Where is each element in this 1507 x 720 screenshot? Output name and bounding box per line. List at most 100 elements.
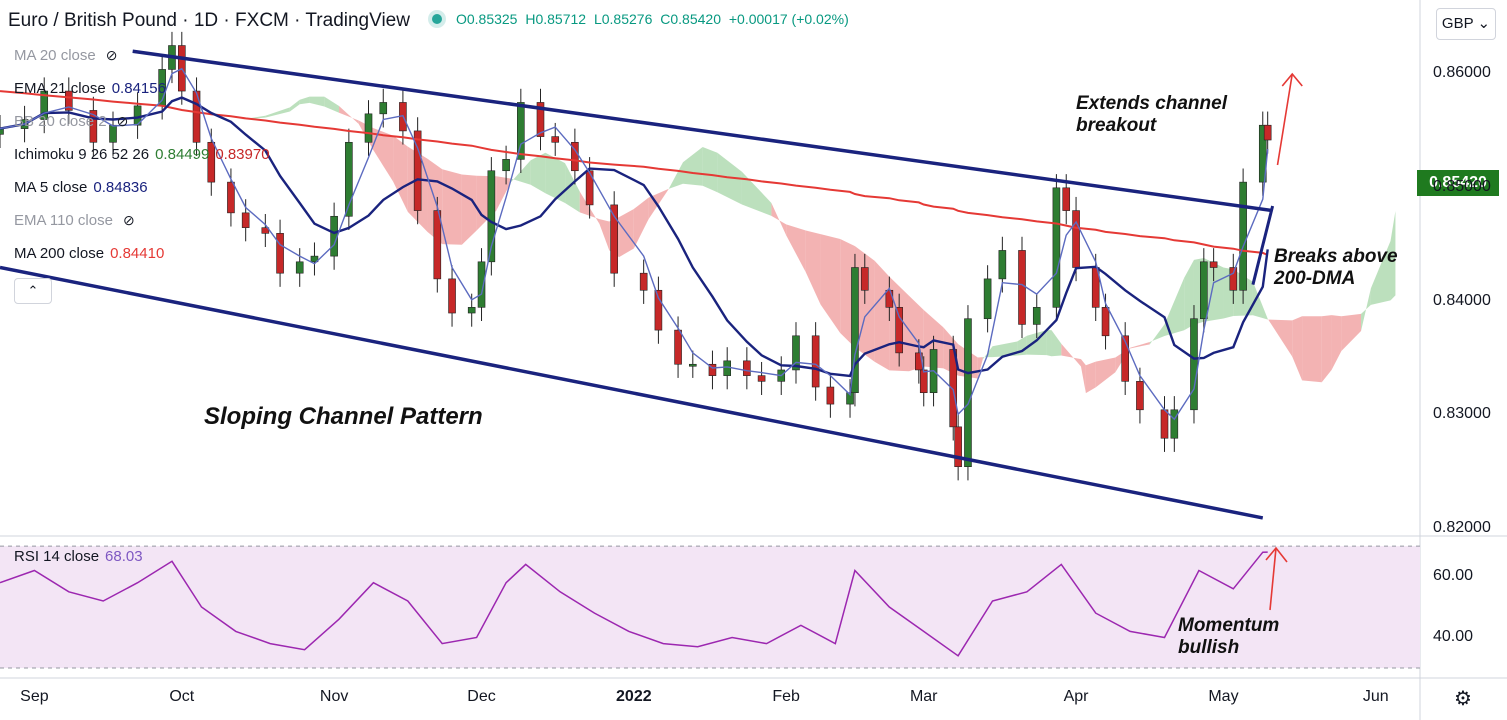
annotation-line: bullish	[1178, 637, 1240, 658]
price-tick-label: 0.82000	[1433, 519, 1491, 537]
candle-body	[826, 386, 835, 405]
candle-body	[1200, 261, 1208, 320]
candle-body	[639, 272, 648, 291]
cloud-segment	[339, 106, 359, 124]
candle-body	[1062, 187, 1071, 211]
time-tick-label: Sep	[20, 688, 49, 705]
candle-body	[1229, 267, 1238, 291]
eye-hidden-icon[interactable]: ⊘	[116, 113, 129, 129]
candle-body	[954, 426, 962, 468]
candle-body	[64, 90, 73, 111]
candle-body	[757, 375, 766, 382]
candle-body	[517, 102, 525, 160]
indicator-ma20[interactable]: MA 20 close ⊘	[14, 47, 117, 64]
channel-upper-line	[132, 49, 1273, 213]
eye-hidden-icon[interactable]: ⊘	[105, 47, 118, 63]
rsi-line	[0, 551, 1268, 657]
momentum-arrow	[1269, 547, 1277, 611]
candle-body	[860, 267, 869, 291]
candle-body	[654, 289, 663, 331]
annotation-dma: Breaks above 200-DMA	[1274, 246, 1398, 290]
indicator-ma200[interactable]: MA 200 close 0.84410	[14, 245, 164, 262]
annotation-line: Momentum	[1178, 615, 1280, 636]
candle-body	[610, 204, 618, 274]
cloud-segment	[977, 357, 983, 379]
cloud-segment	[854, 246, 875, 362]
candles	[0, 31, 1272, 481]
candle-body	[433, 210, 442, 280]
cloud-segment	[579, 191, 600, 224]
collapse-legend-button[interactable]: ⌃	[14, 278, 52, 304]
candle-body	[1263, 124, 1272, 141]
indicator-label: Ichimoku 9 26 52 26	[14, 146, 150, 163]
rsi-pane	[0, 545, 1420, 669]
channel-lower-line	[0, 265, 1264, 520]
close-value: C0.85420	[660, 11, 721, 27]
cloud-segment	[545, 152, 566, 204]
indicator-ema110[interactable]: EMA 110 close ⊘	[14, 212, 135, 229]
gear-icon[interactable]: ⚙	[1454, 688, 1472, 710]
cloud-segment	[289, 99, 300, 112]
indicator-label: MA 200 close	[14, 245, 105, 262]
cloud-segment	[1370, 240, 1391, 305]
candle-body	[379, 102, 388, 115]
cloud-segment	[633, 197, 649, 249]
indicator-bb20[interactable]: BB 20 close 2 ⊘	[14, 113, 128, 130]
cloud-segment	[874, 260, 890, 371]
cloud-segment	[1331, 315, 1342, 370]
price-tick-label: 0.83000	[1433, 405, 1491, 423]
time-tick-label: May	[1208, 688, 1239, 705]
currency-label: GBP	[1441, 15, 1474, 32]
candle-body	[536, 102, 545, 137]
annotation-line: 200-DMA	[1274, 268, 1356, 289]
indicator-value: 0.84836	[93, 179, 148, 196]
indicator-ema21[interactable]: EMA 21 close 0.84156	[14, 80, 166, 97]
candle-body	[811, 335, 820, 388]
cloud-segment	[805, 230, 821, 305]
indicator-label: EMA 110 close	[14, 212, 113, 229]
candle-body	[1018, 250, 1026, 325]
candle-body	[1121, 335, 1129, 382]
candle-body	[851, 267, 859, 394]
ma5-line	[0, 67, 1269, 421]
cloud-segment	[599, 219, 610, 251]
time-tick-label: Jun	[1362, 688, 1389, 705]
candle-body	[964, 318, 972, 468]
candle-body	[689, 363, 697, 367]
candle-body	[89, 110, 98, 143]
cloud-segment	[648, 189, 669, 220]
eye-hidden-icon[interactable]: ⊘	[122, 212, 135, 228]
candle-body	[276, 233, 284, 274]
indicator-ichimoku[interactable]: Ichimoku 9 26 52 26 0.84499 0.83970	[14, 146, 270, 163]
annotation-breakout: Extends channel breakout	[1076, 93, 1227, 137]
rsi-legend[interactable]: RSI 14 close 68.03	[14, 548, 143, 565]
symbol-title[interactable]: Euro / British Pound · 1D · FXCM · Tradi…	[8, 10, 410, 31]
candle-body	[0, 128, 4, 135]
candle-body	[477, 261, 486, 308]
indicator-label: MA 20 close	[14, 47, 96, 64]
rsi-label-text: RSI 14 close	[14, 548, 100, 565]
cloud-segment	[1302, 316, 1322, 383]
cloud-segment	[717, 152, 742, 205]
candle-body	[1258, 124, 1267, 183]
time-tick-label: Dec	[467, 688, 496, 705]
cloud-segment	[741, 171, 772, 216]
cloud-segment	[1061, 343, 1081, 367]
cloud-segment	[1130, 342, 1150, 349]
candle-body	[467, 307, 476, 314]
rsi-tick-label: 40.00	[1433, 627, 1474, 645]
cloud-segment	[1341, 313, 1362, 351]
time-tick-label: Nov	[319, 688, 349, 705]
candle-body	[413, 130, 422, 211]
annotation-line: breakout	[1076, 115, 1157, 136]
indicator-ma5[interactable]: MA 5 close 0.84836	[14, 179, 148, 196]
ema21-line	[0, 96, 1269, 378]
rsi-value: 68.03	[105, 548, 143, 565]
candle-body	[227, 181, 235, 214]
indicator-label: MA 5 close	[14, 179, 88, 196]
rsi-band	[0, 546, 1420, 668]
currency-selector[interactable]: GBP ⌄	[1436, 8, 1496, 40]
cloud-segment	[1095, 357, 1116, 388]
candle-body	[551, 136, 560, 143]
